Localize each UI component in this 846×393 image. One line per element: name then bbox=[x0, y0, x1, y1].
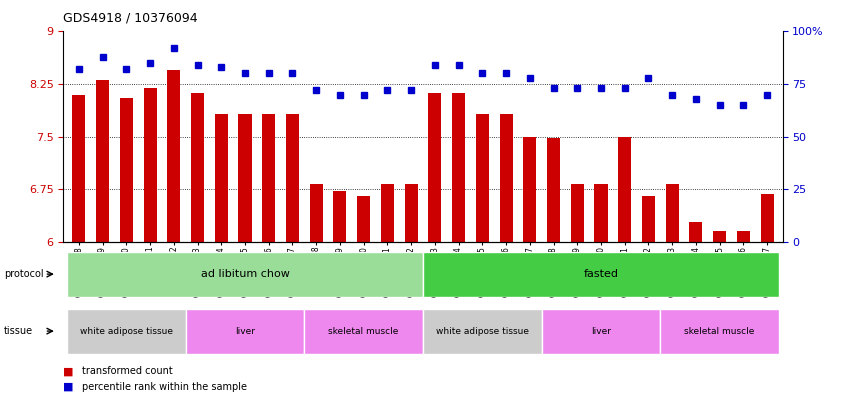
Bar bbox=[239, 114, 251, 242]
Bar bbox=[120, 98, 133, 242]
Bar bbox=[737, 231, 750, 242]
Bar bbox=[713, 231, 726, 242]
Text: white adipose tissue: white adipose tissue bbox=[80, 327, 173, 336]
Bar bbox=[185, 309, 305, 354]
Text: skeletal muscle: skeletal muscle bbox=[328, 327, 398, 336]
Bar bbox=[661, 309, 779, 354]
Bar bbox=[310, 184, 322, 242]
Bar bbox=[67, 252, 423, 297]
Bar bbox=[423, 252, 779, 297]
Bar bbox=[524, 136, 536, 242]
Bar bbox=[381, 184, 394, 242]
Text: liver: liver bbox=[235, 327, 255, 336]
Text: percentile rank within the sample: percentile rank within the sample bbox=[82, 382, 247, 392]
Text: ■: ■ bbox=[63, 382, 74, 392]
Bar bbox=[452, 93, 465, 242]
Text: tissue: tissue bbox=[4, 326, 33, 336]
Text: ■: ■ bbox=[63, 366, 74, 376]
Text: protocol: protocol bbox=[4, 269, 44, 279]
Text: liver: liver bbox=[591, 327, 611, 336]
Bar bbox=[286, 114, 299, 242]
Bar bbox=[475, 114, 489, 242]
Bar bbox=[428, 93, 442, 242]
Text: ad libitum chow: ad libitum chow bbox=[201, 269, 289, 279]
Bar bbox=[96, 81, 109, 242]
Bar bbox=[168, 70, 180, 242]
Bar bbox=[404, 184, 418, 242]
Bar bbox=[642, 196, 655, 242]
Text: white adipose tissue: white adipose tissue bbox=[436, 327, 529, 336]
Bar bbox=[595, 184, 607, 242]
Bar bbox=[357, 196, 371, 242]
Text: skeletal muscle: skeletal muscle bbox=[684, 327, 755, 336]
Bar bbox=[191, 93, 204, 242]
Text: GDS4918 / 10376094: GDS4918 / 10376094 bbox=[63, 12, 198, 25]
Bar bbox=[67, 309, 185, 354]
Bar bbox=[333, 191, 347, 242]
Bar bbox=[571, 184, 584, 242]
Bar bbox=[423, 309, 541, 354]
Bar bbox=[618, 136, 631, 242]
Bar bbox=[547, 138, 560, 242]
Bar bbox=[73, 94, 85, 242]
Text: fasted: fasted bbox=[584, 269, 618, 279]
Bar bbox=[666, 184, 678, 242]
Bar bbox=[215, 114, 228, 242]
Bar bbox=[262, 114, 275, 242]
Bar bbox=[499, 114, 513, 242]
Bar bbox=[144, 88, 157, 242]
Text: transformed count: transformed count bbox=[82, 366, 173, 376]
Bar bbox=[689, 222, 702, 242]
Bar bbox=[541, 309, 661, 354]
Bar bbox=[305, 309, 423, 354]
Bar bbox=[761, 194, 773, 242]
